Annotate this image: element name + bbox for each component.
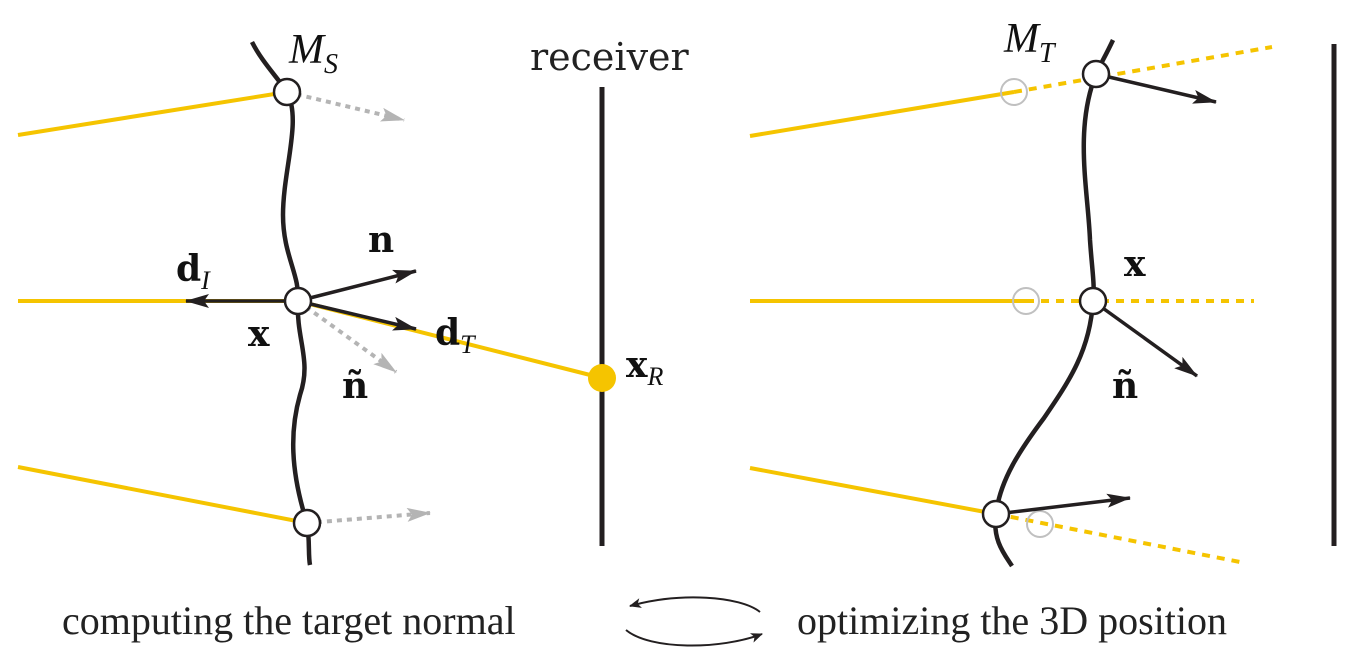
right-dashed-ray-bottom [995, 512, 1241, 564]
right-surface-point-bottom [981, 499, 1011, 529]
right-normal-arrow-top [1095, 72, 1217, 104]
right-normal-arrow-middle [1091, 299, 1199, 378]
ghost-point-middle [1012, 287, 1040, 315]
right-incoming-ray-top [749, 90, 1015, 138]
right-point-x-label: x [1124, 243, 1146, 285]
receiver-label: receiver [530, 35, 690, 79]
surface-point-top [272, 77, 302, 107]
right-incoming-ray-bottom [749, 466, 997, 516]
right-panel: MT x ñ [749, 16, 1337, 568]
captions: computing the target normal optimizing t… [62, 596, 1227, 647]
transmitted-direction-arrow [297, 299, 417, 331]
incident-label: dI [176, 248, 211, 295]
right-surface-point-top [1081, 59, 1111, 89]
point-x-label: x [248, 313, 270, 355]
ghost-arrow-middle [296, 299, 398, 374]
cycle-arrows-icon [625, 596, 763, 647]
ghost-arrow-bottom [306, 507, 431, 525]
right-surface-point-x [1078, 286, 1108, 316]
transmitted-label: dT [435, 312, 476, 359]
incoming-ray-top [17, 90, 288, 137]
target-surface-label: MT [1003, 16, 1057, 69]
right-normal-arrow-bottom [995, 493, 1131, 516]
normal-label: n [368, 219, 394, 261]
source-surface-label: MS [288, 27, 338, 80]
normal-arrow [297, 269, 417, 303]
caption-left: computing the target normal [62, 598, 516, 643]
caption-right: optimizing the 3D position [797, 598, 1227, 643]
receiver-point-label: xR [626, 344, 663, 391]
surface-point-x [283, 286, 313, 316]
right-target-normal-label: ñ [1112, 365, 1138, 407]
incoming-ray-bottom [17, 465, 308, 525]
target-normal-label: ñ [342, 365, 368, 407]
left-panel: MS receiver n dI x ñ dT xR [17, 27, 690, 566]
surface-point-bottom [292, 508, 322, 538]
ghost-point-top [1000, 78, 1028, 106]
receiver-point [588, 364, 616, 392]
ghost-arrow-top [286, 90, 405, 122]
ghost-point-bottom [1026, 510, 1054, 538]
